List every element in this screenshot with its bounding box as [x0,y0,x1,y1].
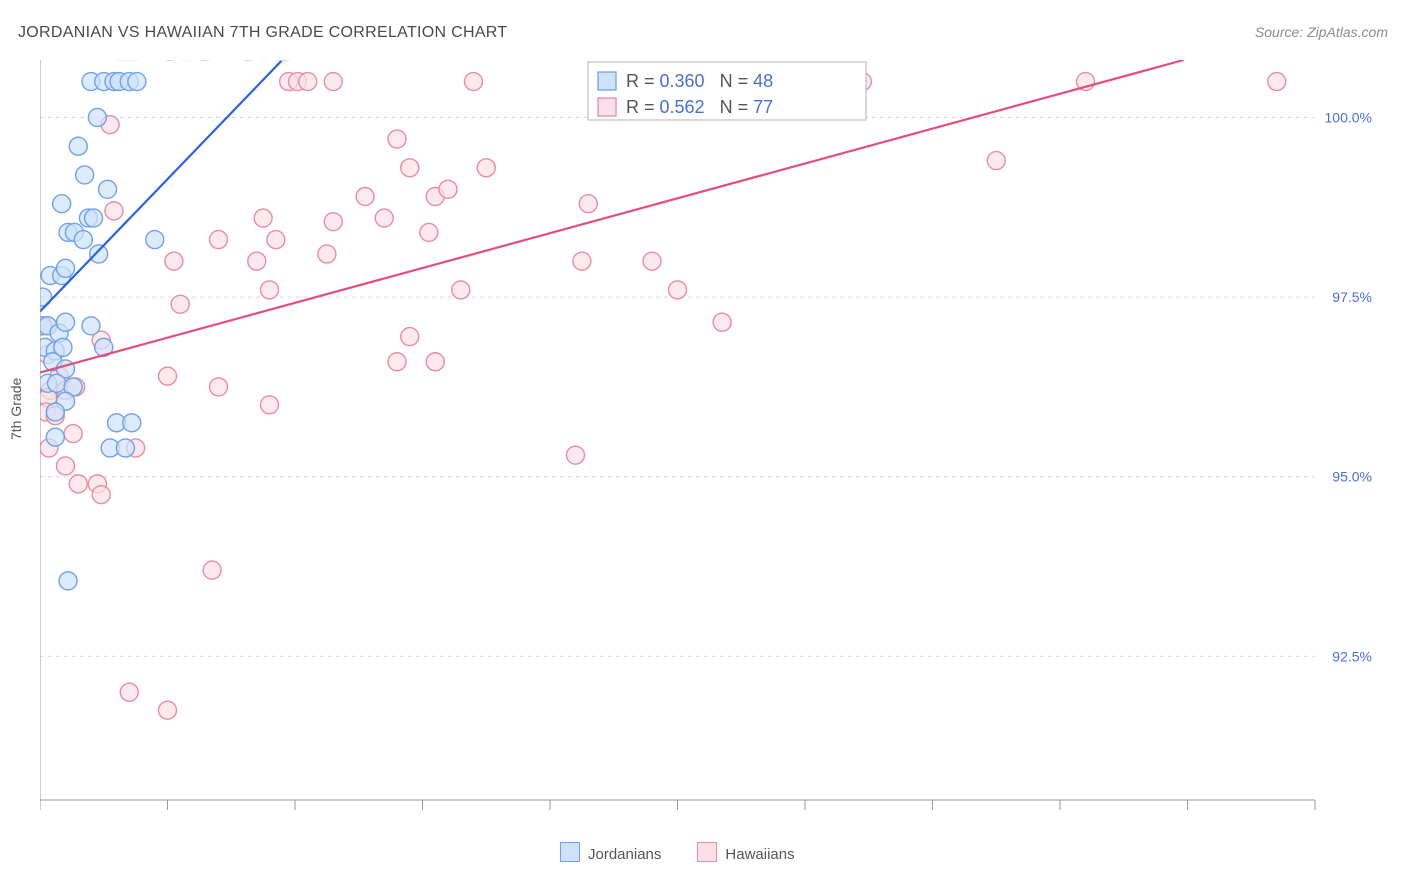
scatter-point-jordanians [53,195,71,213]
scatter-point-hawaiians [356,188,374,206]
stats-swatch [598,72,616,90]
legend-item-hawaiians: Hawaiians [697,842,794,863]
scatter-point-hawaiians [299,73,317,91]
scatter-point-hawaiians [210,231,228,249]
scatter-point-hawaiians [105,202,123,220]
scatter-point-hawaiians [401,159,419,177]
scatter-point-jordanians [57,259,75,277]
legend-label-hawaiians: Hawaiians [725,846,794,863]
scatter-point-hawaiians [643,252,661,270]
stats-row: R = 0.360 N = 48 [626,71,773,91]
y-tick-label: 95.0% [1332,469,1372,485]
scatter-point-hawaiians [573,252,591,270]
scatter-point-hawaiians [713,313,731,331]
scatter-point-jordanians [90,245,108,263]
scatter-point-hawaiians [1268,73,1286,91]
chart-title: JORDANIAN VS HAWAIIAN 7TH GRADE CORRELAT… [18,24,507,42]
scatter-point-hawaiians [57,457,75,475]
scatter-point-jordanians [69,137,87,155]
scatter-point-hawaiians [120,683,138,701]
scatter-point-hawaiians [324,73,342,91]
watermark: ZIPatlas [40,60,300,77]
scatter-point-jordanians [74,231,92,249]
scatter-point-hawaiians [69,475,87,493]
stats-swatch [598,98,616,116]
scatter-point-hawaiians [254,209,272,227]
scatter-point-hawaiians [203,561,221,579]
scatter-point-hawaiians [165,252,183,270]
scatter-point-jordanians [99,180,117,198]
scatter-point-hawaiians [248,252,266,270]
scatter-point-hawaiians [64,425,82,443]
scatter-chart: 92.5%95.0%97.5%100.0%0.0%100.0% R = 0.36… [40,60,1380,820]
scatter-point-hawaiians [987,152,1005,170]
y-tick-label: 92.5% [1332,648,1372,664]
scatter-point-hawaiians [375,209,393,227]
scatter-point-hawaiians [159,701,177,719]
scatter-point-jordanians [116,439,134,457]
y-tick-label: 97.5% [1332,289,1372,305]
scatter-point-hawaiians [567,446,585,464]
scatter-point-hawaiians [669,281,687,299]
source-attribution: Source: ZipAtlas.com [1255,24,1388,40]
y-axis-label: 7th Grade [8,378,24,440]
scatter-point-hawaiians [318,245,336,263]
swatch-hawaiians [697,842,717,862]
scatter-point-hawaiians [477,159,495,177]
scatter-point-hawaiians [171,295,189,313]
y-tick-label: 100.0% [1325,109,1372,125]
scatter-point-hawaiians [324,213,342,231]
stats-row: R = 0.562 N = 77 [626,97,773,117]
scatter-point-jordanians [128,73,146,91]
scatter-point-jordanians [146,231,164,249]
scatter-point-jordanians [40,288,52,306]
scatter-point-hawaiians [426,353,444,371]
scatter-point-hawaiians [579,195,597,213]
swatch-jordanians [560,842,580,862]
scatter-point-hawaiians [401,328,419,346]
scatter-point-hawaiians [261,396,279,414]
scatter-point-hawaiians [388,130,406,148]
scatter-point-hawaiians [210,378,228,396]
legend-label-jordanians: Jordanians [588,846,661,863]
scatter-point-jordanians [88,108,106,126]
scatter-point-jordanians [76,166,94,184]
scatter-point-hawaiians [261,281,279,299]
scatter-point-hawaiians [420,223,438,241]
scatter-point-hawaiians [452,281,470,299]
scatter-point-hawaiians [159,367,177,385]
scatter-point-hawaiians [465,73,483,91]
scatter-point-jordanians [57,313,75,331]
scatter-point-jordanians [82,317,100,335]
scatter-point-jordanians [123,414,141,432]
scatter-point-hawaiians [267,231,285,249]
scatter-point-jordanians [85,209,103,227]
scatter-point-jordanians [48,374,66,392]
trend-line-jordanians [40,60,282,311]
legend-bottom: Jordanians Hawaiians [560,842,795,863]
scatter-point-hawaiians [92,486,110,504]
legend-item-jordanians: Jordanians [560,842,661,863]
scatter-point-hawaiians [439,180,457,198]
scatter-point-jordanians [46,428,64,446]
svg-text:ZIPatlas: ZIPatlas [40,60,300,77]
scatter-point-jordanians [59,572,77,590]
scatter-point-jordanians [46,403,64,421]
scatter-point-hawaiians [388,353,406,371]
